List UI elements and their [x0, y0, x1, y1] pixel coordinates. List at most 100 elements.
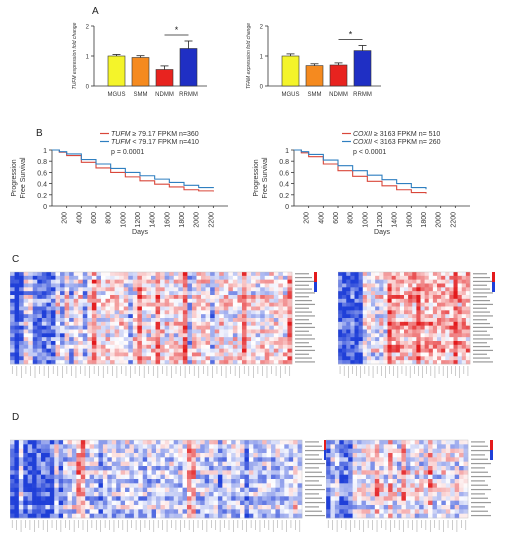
- heatmap-cell: [366, 321, 372, 326]
- heatmap-cell: [342, 352, 347, 357]
- heatmap-cell: [374, 440, 380, 445]
- row-label-mark: [305, 471, 322, 473]
- row-label-mark: [295, 349, 315, 352]
- heatmap-cell: [71, 492, 77, 497]
- heatmap-cell: [297, 513, 303, 519]
- heatmap-cell: [387, 333, 392, 338]
- heatmap-cell: [437, 298, 442, 303]
- heatmap-cell: [87, 329, 93, 334]
- heatmap-cell: [50, 348, 56, 353]
- heatmap-cell: [87, 356, 93, 361]
- heatmap-cell: [428, 348, 434, 353]
- heatmap-cell: [155, 272, 161, 277]
- heatmap-cell: [395, 302, 401, 307]
- heatmap-cell: [338, 272, 343, 277]
- heatmap-cell: [395, 329, 401, 334]
- heatmap-cell: [105, 333, 111, 338]
- heatmap-cell: [465, 283, 471, 288]
- heatmap-cell: [399, 352, 405, 357]
- heatmap-cell: [338, 341, 343, 346]
- heatmap-cell: [191, 310, 197, 315]
- heatmap-cell: [441, 483, 447, 488]
- heatmap-cell: [156, 496, 161, 501]
- heatmap-cell: [205, 275, 211, 280]
- heatmap-cell: [437, 360, 442, 365]
- row-label-mark: [305, 480, 319, 482]
- heatmap-cell: [428, 272, 434, 277]
- heatmap-cell: [326, 453, 331, 458]
- heatmap-cell: [463, 496, 469, 501]
- heatmap-cell: [123, 333, 129, 338]
- heatmap-cell: [141, 310, 147, 315]
- heatmap-cell: [282, 352, 288, 357]
- heatmap-cell: [416, 356, 421, 361]
- heatmap-cell: [49, 457, 55, 462]
- heatmap-cell: [362, 321, 368, 326]
- heatmap-cell: [441, 352, 446, 357]
- heatmap-cell: [424, 295, 430, 300]
- heatmap-cell: [334, 461, 340, 467]
- heatmap-cell: [339, 440, 345, 445]
- heatmap-cell: [424, 344, 430, 349]
- heatmap-cell: [457, 348, 463, 353]
- heatmap-cell: [358, 360, 364, 365]
- heatmap-cell: [87, 314, 93, 319]
- heatmap-cell: [278, 329, 284, 334]
- heatmap-cell: [63, 461, 68, 467]
- heatmap-cell: [155, 341, 161, 346]
- heatmap-cell: [375, 275, 380, 280]
- heatmap-cell: [371, 325, 376, 330]
- heatmap-cell: [416, 291, 421, 296]
- heatmap-cell: [119, 325, 125, 330]
- heatmap-cell: [123, 344, 129, 349]
- heatmap-cell: [408, 348, 413, 353]
- heatmap-cell: [266, 505, 272, 510]
- heatmap-cell: [73, 275, 79, 280]
- heatmap-cell: [459, 474, 464, 480]
- x-tick-label: 600: [333, 212, 340, 224]
- heatmap-cell: [155, 287, 161, 292]
- heatmap-cell: [275, 487, 281, 493]
- heatmap-cell: [32, 352, 38, 357]
- heatmap-cell: [370, 453, 376, 458]
- heatmap-cell: [116, 483, 121, 488]
- heatmap-cell: [350, 321, 355, 326]
- heatmap-cell: [114, 275, 120, 280]
- heatmap-cell: [196, 356, 202, 361]
- heatmap-cell: [89, 466, 95, 471]
- heatmap-cell: [49, 487, 55, 493]
- heatmap-cell: [55, 310, 61, 315]
- heatmap-cell: [374, 470, 380, 475]
- heatmap-cell: [253, 466, 259, 471]
- heatmap-cell: [449, 344, 454, 349]
- heatmap-cell: [383, 318, 388, 323]
- legend-entry: TUFM ≥ 79.17 FPKM n=360: [111, 131, 199, 138]
- heatmap-cell: [436, 457, 442, 462]
- heatmap-cell: [82, 275, 88, 280]
- heatmap-cell: [14, 310, 20, 315]
- heatmap-cell: [85, 496, 90, 501]
- heatmap-cell: [288, 440, 294, 445]
- heatmap-cell: [102, 505, 108, 510]
- heatmap-cell: [23, 275, 29, 280]
- heatmap-cell: [94, 444, 99, 449]
- heatmap-cell: [454, 505, 460, 510]
- heatmap-cell: [164, 321, 170, 326]
- heatmap-cell: [357, 513, 362, 519]
- heatmap-cell: [107, 487, 113, 493]
- heatmap-cell: [463, 509, 469, 514]
- heatmap-cell: [60, 318, 65, 323]
- heatmap-cell: [119, 356, 125, 361]
- heatmap-cell: [169, 356, 175, 361]
- heatmap-cell: [339, 479, 345, 484]
- heatmap-cell: [383, 329, 388, 334]
- heatmap-cell: [383, 272, 388, 277]
- heatmap-cell: [342, 318, 347, 323]
- heatmap-cell: [273, 306, 279, 311]
- heatmap-cell: [55, 279, 61, 284]
- heatmap-cell: [58, 509, 64, 514]
- heatmap-cell: [14, 461, 20, 467]
- heatmap-cell: [412, 329, 417, 334]
- heatmap-cell: [352, 444, 358, 449]
- heatmap-cell: [178, 318, 184, 323]
